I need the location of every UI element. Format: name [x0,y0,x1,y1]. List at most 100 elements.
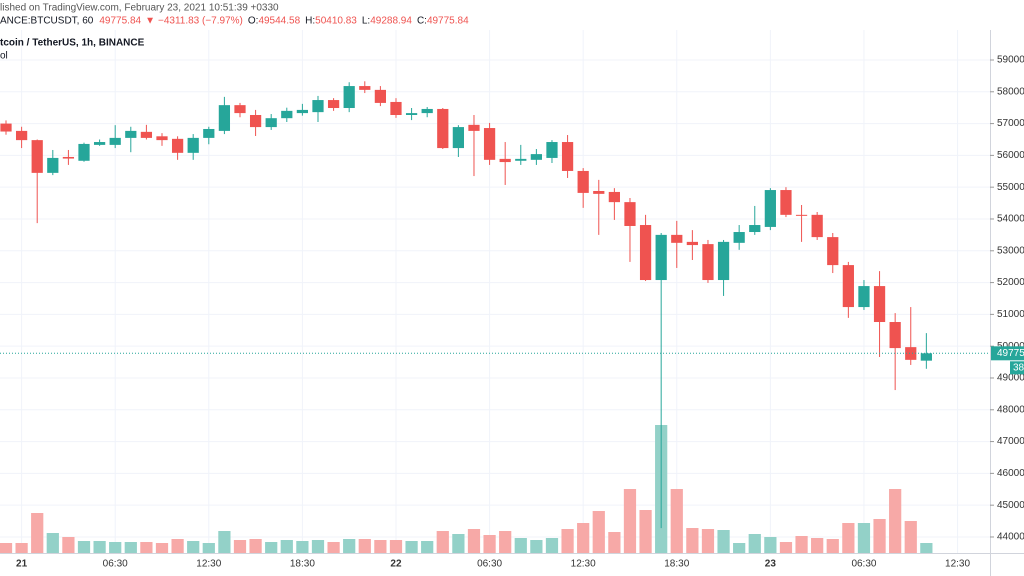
candle-body [515,158,527,161]
candle-body [827,237,839,266]
volume-bar [31,513,44,553]
candle-body [374,89,387,103]
ohlc-key: L: [362,16,370,27]
candle-body [296,109,309,114]
candle-body [593,190,605,194]
volume-bar [311,540,325,553]
volume-bar [779,542,793,553]
volume-bar [93,541,106,553]
x-tick-label: 23 [765,559,777,570]
candle-body [546,142,558,158]
volume-bar [343,539,356,553]
candle-body [203,128,215,138]
ohlc-value: 49288.94 [370,16,412,27]
x-tick-label: 22 [390,559,402,570]
countdown-tag [1010,361,1024,375]
y-tick-label: 45000.00 [997,500,1024,511]
candle-body [795,214,808,216]
volume-bar [296,541,309,553]
volume-bar [155,543,169,553]
candle-body [920,353,932,361]
volume-bar [46,533,59,553]
y-tick-label: 57000.00 [997,118,1024,129]
volume-bar [218,531,231,553]
candle-body [218,105,231,131]
candle-body [125,130,137,138]
volume-bar [233,540,247,553]
candle-body [671,234,683,243]
ohlc-key: C: [417,16,427,27]
volume-bar [421,541,434,553]
volume-bar [904,521,917,553]
y-tick-label: 54000.00 [997,214,1024,225]
x-tick-label: 06:30 [851,559,876,570]
volume-bar [140,542,153,553]
change: −4311.83 (−7.97%) [158,16,243,27]
candle-body [889,322,901,349]
volume-bar [592,511,605,553]
candle-body [702,244,714,281]
volume-bar [249,539,262,553]
candle-body [15,130,28,141]
volume-bar [670,489,683,553]
symbol: ANCE:BTCUSDT, 60 [0,16,94,27]
last-price-tag [991,346,1024,361]
volume-bar [109,542,122,553]
published-note: lished on TradingView.com, February 23, … [0,3,279,14]
volume-bar [265,542,278,553]
volume-bar [686,528,699,553]
volume-bar [545,538,559,553]
candle-body [483,128,496,160]
candle-body [749,225,761,233]
candle-body [390,101,402,115]
volume-bar [374,540,387,553]
y-tick-label: 51000.00 [997,309,1024,320]
candle-body [811,214,823,238]
x-tick-label: 12:30 [945,559,970,570]
ohlc-value: 50410.83 [315,16,357,27]
volume-bar [202,543,215,553]
candle-body [639,225,652,281]
volume-bar [920,543,933,553]
candle-body [717,241,730,281]
candle-body [842,265,854,308]
candle-body [577,170,589,193]
volume-bar [842,523,855,553]
candle-body [0,123,12,132]
volume-bar [561,529,574,553]
candle-body [905,347,917,360]
volume-bar [452,534,465,553]
candle-body [780,190,792,215]
candle-body [608,191,620,203]
volume-bar [623,489,637,553]
candle-body [359,86,371,90]
volume-bar [405,541,418,553]
candle-body [858,286,870,308]
candle-body [468,124,480,131]
candle-body [764,190,776,227]
candle-body [499,158,511,163]
change-arrow: ▼ [145,16,155,27]
volume-bar [795,536,808,553]
volume-bar [280,540,293,553]
candle-body [686,241,698,246]
volume-bar [124,542,137,553]
y-tick-label: 55000.00 [997,182,1024,193]
last-price-label: 49775.84 [997,348,1024,359]
y-tick-label: 59000.00 [997,55,1024,66]
candle-body [624,202,636,226]
y-tick-label: 46000.00 [997,468,1024,479]
volume-bar [764,537,777,553]
volume-bar [608,532,621,553]
candle-body [93,142,106,145]
candle-body [281,110,293,119]
candle-body [327,100,340,109]
volume-bar [499,531,512,553]
volume-bar [826,539,839,553]
ohlc-value: 49775.84 [427,16,469,27]
candle-body [265,118,277,128]
x-tick-label: 12:30 [571,559,596,570]
volume-bar [530,540,543,553]
volume-bar [717,530,730,553]
